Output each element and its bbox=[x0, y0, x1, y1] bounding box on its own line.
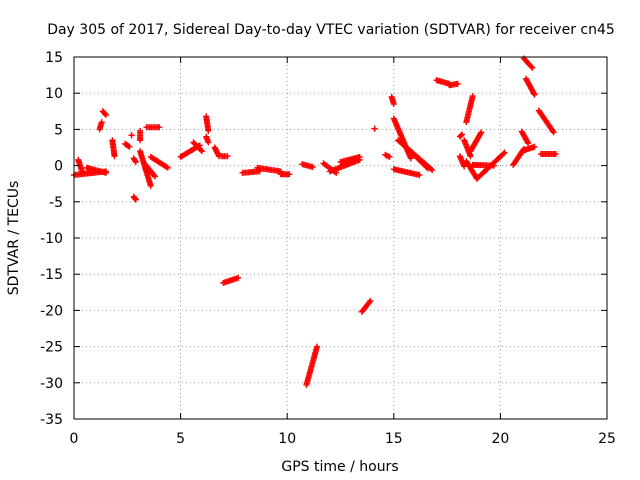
data-point bbox=[549, 128, 556, 135]
y-tick-label: -5 bbox=[49, 195, 63, 211]
data-point bbox=[454, 80, 461, 87]
data-point bbox=[457, 132, 464, 139]
data-point bbox=[137, 137, 144, 144]
data-point bbox=[79, 169, 86, 176]
data-point bbox=[224, 153, 231, 160]
x-tick-label: 0 bbox=[70, 431, 79, 447]
data-point bbox=[429, 166, 436, 173]
y-tick-label: -15 bbox=[40, 267, 63, 283]
x-axis: 0 5 10 15 20 25 bbox=[70, 57, 616, 447]
data-point bbox=[126, 143, 133, 150]
data-points bbox=[71, 55, 559, 388]
plot-frame bbox=[73, 56, 608, 420]
y-tick-label: 10 bbox=[45, 86, 63, 102]
data-point bbox=[356, 153, 363, 160]
data-point bbox=[531, 143, 538, 150]
data-point bbox=[407, 155, 414, 162]
data-point bbox=[111, 153, 118, 160]
data-point bbox=[461, 163, 468, 170]
x-tick-label: 10 bbox=[278, 431, 296, 447]
data-point bbox=[531, 91, 538, 98]
data-point bbox=[98, 119, 105, 126]
data-point bbox=[147, 182, 154, 189]
data-point bbox=[371, 125, 378, 132]
data-point bbox=[552, 151, 559, 158]
data-point bbox=[102, 169, 109, 176]
data-point bbox=[386, 153, 393, 160]
data-point bbox=[550, 129, 557, 136]
chart-title: Day 305 of 2017, Sidereal Day-to-day VTE… bbox=[47, 22, 615, 38]
data-point bbox=[423, 164, 430, 171]
data-point bbox=[102, 111, 109, 118]
data-point bbox=[132, 195, 139, 202]
data-point bbox=[164, 164, 171, 171]
data-point bbox=[366, 299, 373, 306]
data-point bbox=[205, 127, 212, 134]
data-point bbox=[491, 162, 498, 169]
data-point bbox=[125, 143, 132, 150]
data-point bbox=[524, 138, 531, 145]
y-tick-label: -30 bbox=[40, 376, 63, 392]
data-point bbox=[459, 131, 466, 138]
data-point bbox=[132, 158, 139, 165]
y-tick-label: 0 bbox=[54, 159, 63, 175]
data-point bbox=[500, 150, 507, 157]
data-point bbox=[198, 148, 205, 155]
x-axis-label: GPS time / hours bbox=[281, 459, 398, 475]
y-tick-label: -25 bbox=[40, 340, 63, 356]
data-point bbox=[132, 196, 139, 203]
y-axis: -35 -30 -25 -20 -15 -10 -5 0 5 10 15 bbox=[40, 50, 607, 428]
data-point bbox=[424, 165, 431, 172]
y-tick-label: 15 bbox=[45, 50, 63, 66]
grid bbox=[74, 57, 607, 419]
data-point bbox=[367, 297, 374, 304]
data-point bbox=[390, 101, 397, 108]
data-point bbox=[151, 172, 158, 179]
data-point bbox=[478, 129, 485, 136]
data-point bbox=[469, 93, 476, 100]
data-point bbox=[286, 171, 293, 178]
y-tick-label: 5 bbox=[54, 122, 63, 138]
x-tick-label: 25 bbox=[598, 431, 616, 447]
data-point bbox=[235, 274, 242, 281]
data-point bbox=[467, 153, 474, 160]
data-point bbox=[501, 149, 508, 156]
data-point bbox=[525, 140, 532, 147]
data-point bbox=[197, 147, 204, 154]
data-point bbox=[156, 124, 163, 131]
y-tick-label: -35 bbox=[40, 412, 63, 428]
y-tick-label: -10 bbox=[40, 231, 63, 247]
data-point bbox=[416, 172, 423, 179]
x-tick-label: 20 bbox=[491, 431, 509, 447]
data-point bbox=[314, 343, 321, 350]
y-axis-label: SDTVAR / TECUs bbox=[6, 181, 22, 296]
data-point bbox=[205, 139, 212, 146]
data-point bbox=[309, 164, 316, 171]
x-tick-label: 15 bbox=[385, 431, 403, 447]
y-tick-label: -20 bbox=[40, 303, 63, 319]
data-point bbox=[529, 64, 536, 71]
data-point bbox=[152, 173, 159, 180]
data-point bbox=[528, 63, 535, 70]
data-point bbox=[333, 169, 340, 176]
data-point bbox=[102, 111, 109, 118]
data-point bbox=[132, 157, 139, 164]
x-tick-label: 5 bbox=[176, 431, 185, 447]
data-point bbox=[128, 132, 135, 139]
